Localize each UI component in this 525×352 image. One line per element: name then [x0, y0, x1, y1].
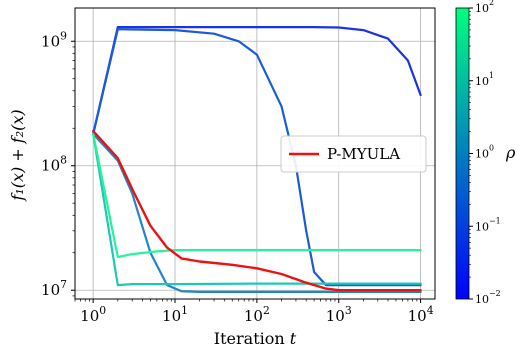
colorbar-tick-label: 10−1	[475, 216, 501, 233]
legend-label: P-MYULA	[327, 145, 400, 163]
x-tick-label: 102	[244, 304, 270, 325]
colorbar-tick-label: 10−2	[475, 289, 501, 306]
colorbar-tick-label: 101	[475, 71, 494, 88]
series-line-2	[92, 28, 422, 287]
plot-frame	[74, 7, 436, 300]
colorbar-tick-label: 102	[475, 0, 494, 15]
colorbar-label: ρ	[505, 143, 516, 162]
colorbar-tick-label: 100	[475, 144, 494, 161]
series-line-4	[92, 132, 422, 287]
y-tick-label: 109	[41, 29, 67, 50]
series-line-3	[92, 132, 422, 293]
colorbar-gradient	[455, 7, 470, 300]
colorbar: 10−2 10−1 100 101 102 ρ	[455, 0, 516, 306]
x-axis-label: Iteration t	[214, 329, 297, 348]
series-line-p-myula	[92, 129, 422, 292]
x-tick-label: 103	[326, 304, 352, 325]
ticks: 100 101 102 103 104 107 108 109	[41, 29, 434, 325]
legend: P-MYULA	[280, 135, 427, 173]
x-tick-label: 100	[80, 304, 106, 325]
y-tick-label: 107	[41, 278, 67, 299]
series-line-1	[92, 26, 422, 136]
legend-box	[280, 135, 427, 173]
colorbar-ticks: 10−2 10−1 100 101 102	[469, 0, 501, 306]
series-line-5	[92, 132, 422, 259]
x-tick-label: 101	[162, 304, 188, 325]
y-axis-label: f₁(x) + f₂(x)	[8, 109, 27, 201]
y-tick-label: 108	[41, 154, 67, 175]
x-tick-label: 104	[408, 304, 434, 325]
plot-lines	[92, 26, 422, 293]
